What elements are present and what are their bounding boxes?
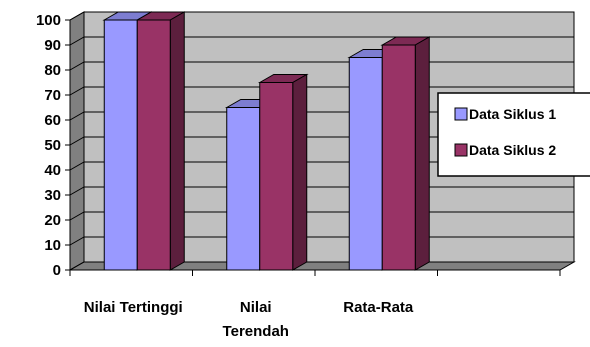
legend-entry: Data Siklus 1 xyxy=(469,106,556,122)
bar-front xyxy=(381,44,416,271)
bar-front xyxy=(103,19,138,271)
bar-side xyxy=(169,11,185,271)
bars xyxy=(102,11,432,271)
y-tick-label: 0 xyxy=(53,262,61,279)
y-tick-label: 20 xyxy=(44,212,61,229)
bar-front xyxy=(226,107,261,271)
y-tick-label: 70 xyxy=(44,87,61,104)
y-tick-label: 100 xyxy=(36,12,61,29)
y-tick-label: 50 xyxy=(44,137,61,154)
x-tick-label: Nilai Terendah xyxy=(223,299,289,340)
legend: Data Siklus 1 Data Siklus 2 xyxy=(437,92,590,177)
x-tick-labels: Nilai Tertinggi Nilai Terendah Rata-Rata xyxy=(84,299,414,340)
legend-swatch xyxy=(454,107,468,121)
bar-front xyxy=(259,82,294,271)
bar-front xyxy=(348,57,383,271)
x-tick-label: Nilai Tertinggi xyxy=(84,299,183,316)
y-tick-label: 60 xyxy=(44,112,61,129)
y-tick-label: 40 xyxy=(44,162,61,179)
y-tick-label: 10 xyxy=(44,237,61,254)
bar xyxy=(135,11,187,271)
y-tick-label: 80 xyxy=(44,62,61,79)
bar xyxy=(257,73,309,271)
bar-front xyxy=(136,19,171,271)
bar-side xyxy=(414,36,430,271)
x-tick-label: Rata-Rata xyxy=(343,299,414,316)
gridline xyxy=(69,11,574,21)
y-tick-label: 30 xyxy=(44,187,61,204)
legend-entry: Data Siklus 2 xyxy=(469,142,556,158)
y-tick-labels: 0 10 20 30 40 50 60 70 80 90 100 xyxy=(36,12,61,279)
legend-box xyxy=(437,92,590,177)
y-tick-label: 90 xyxy=(44,37,61,54)
legend-swatch xyxy=(454,143,468,157)
bar-side xyxy=(292,73,308,271)
bar xyxy=(380,36,432,271)
